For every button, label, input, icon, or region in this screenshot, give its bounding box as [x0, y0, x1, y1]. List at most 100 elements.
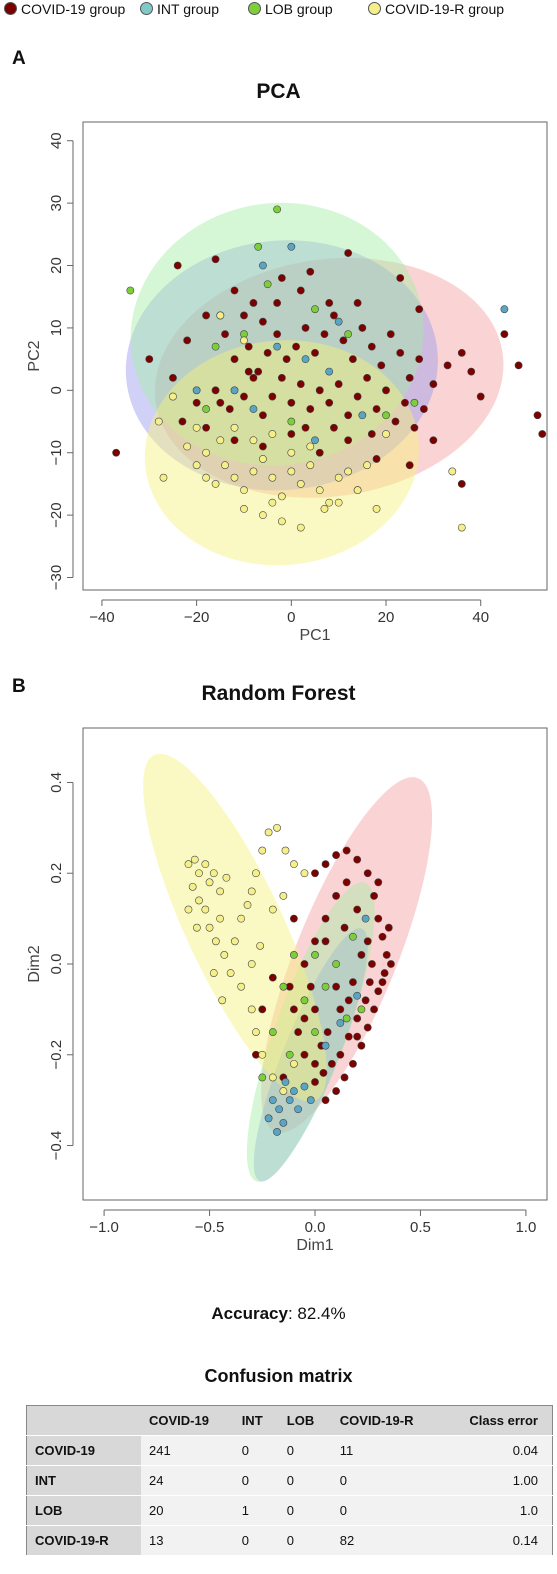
data-point	[306, 982, 315, 991]
data-point	[230, 355, 239, 364]
data-point	[192, 398, 201, 407]
table-cell: 0	[331, 1465, 442, 1496]
data-point	[287, 430, 296, 438]
data-point	[344, 467, 353, 476]
table-cell: 20	[141, 1495, 234, 1526]
data-point	[405, 373, 414, 382]
data-point	[342, 878, 351, 887]
data-point	[311, 869, 319, 878]
data-point	[292, 342, 300, 351]
table-row: LOB 20 1 0 0 1.0	[26, 1495, 553, 1526]
data-point	[287, 448, 296, 457]
data-point	[211, 342, 220, 351]
data-point	[378, 978, 387, 987]
data-point	[169, 373, 177, 382]
data-point	[311, 1028, 319, 1036]
data-point	[216, 914, 224, 923]
data-point	[405, 461, 414, 470]
data-point	[306, 405, 315, 413]
data-point	[249, 467, 258, 476]
data-point	[336, 1050, 345, 1059]
data-point	[382, 951, 391, 959]
data-point	[290, 1059, 298, 1068]
data-point	[415, 305, 424, 314]
panel-letter-b: B	[12, 676, 26, 697]
y-tick-label: 0.4	[48, 772, 65, 793]
data-point	[339, 336, 348, 345]
data-point	[259, 261, 267, 270]
data-point	[249, 436, 258, 445]
row-header: COVID-19	[26, 1435, 141, 1466]
data-point	[349, 978, 357, 987]
y-tick-label: −10	[48, 440, 65, 465]
data-point	[254, 367, 263, 376]
data-point	[237, 982, 246, 991]
data-point	[159, 473, 168, 482]
data-point	[259, 317, 267, 326]
data-point	[230, 386, 239, 395]
data-point	[325, 299, 334, 307]
plot-frame	[82, 727, 548, 1201]
column-header: COVID-19	[141, 1405, 234, 1436]
data-point	[410, 398, 419, 407]
data-point	[221, 461, 229, 470]
data-point	[287, 398, 296, 407]
data-point	[268, 1096, 277, 1105]
legend-item-covid19: COVID-19 group	[4, 1, 125, 17]
x-tick-label: −20	[184, 609, 209, 626]
data-point	[290, 1087, 298, 1095]
data-point	[258, 846, 267, 855]
data-point	[243, 901, 252, 909]
data-point	[443, 361, 452, 370]
legend-swatch	[4, 2, 17, 15]
data-point	[287, 417, 296, 426]
data-point	[205, 923, 214, 932]
data-point	[353, 905, 362, 914]
data-point	[202, 448, 211, 457]
data-point	[332, 982, 340, 991]
data-point	[514, 361, 523, 370]
row-header: COVID-19-R	[26, 1525, 141, 1556]
data-point	[332, 892, 340, 900]
data-point	[249, 405, 258, 413]
data-point	[264, 1114, 273, 1123]
data-point	[538, 430, 547, 438]
data-point	[334, 473, 343, 482]
data-point	[216, 887, 224, 896]
data-point	[273, 205, 282, 214]
confidence-ellipse	[253, 928, 368, 1182]
data-point	[429, 436, 438, 445]
data-point	[290, 1005, 298, 1014]
data-point	[259, 442, 267, 451]
data-point	[195, 869, 203, 878]
table-row: COVID-19 241 0 0 11 0.04	[26, 1435, 553, 1466]
y-tick-label: 0.2	[48, 863, 65, 884]
data-point	[202, 423, 211, 432]
data-point	[306, 442, 315, 451]
data-point	[287, 242, 296, 251]
x-axis-label: Dim1	[296, 1237, 333, 1250]
data-point	[244, 367, 253, 376]
data-point	[112, 448, 121, 457]
table-cell: 0	[233, 1465, 279, 1496]
data-point	[273, 299, 282, 307]
data-point	[273, 823, 281, 832]
data-point	[281, 1078, 290, 1086]
column-header: INT	[233, 1405, 279, 1436]
data-point	[259, 455, 267, 463]
data-point	[296, 380, 305, 388]
plot-area	[112, 202, 547, 566]
panel-title-pca: PCA	[256, 80, 301, 103]
data-point	[273, 1128, 281, 1136]
table-cell: 13	[141, 1525, 234, 1556]
data-point	[321, 1041, 330, 1050]
data-point	[396, 348, 405, 357]
data-point	[357, 1041, 366, 1050]
panel-letter-a: A	[12, 48, 26, 69]
data-point	[268, 430, 277, 438]
data-point	[263, 280, 272, 289]
data-point	[264, 828, 273, 837]
x-tick-label: 0	[287, 609, 295, 626]
data-point	[240, 311, 248, 320]
data-point	[211, 255, 220, 264]
